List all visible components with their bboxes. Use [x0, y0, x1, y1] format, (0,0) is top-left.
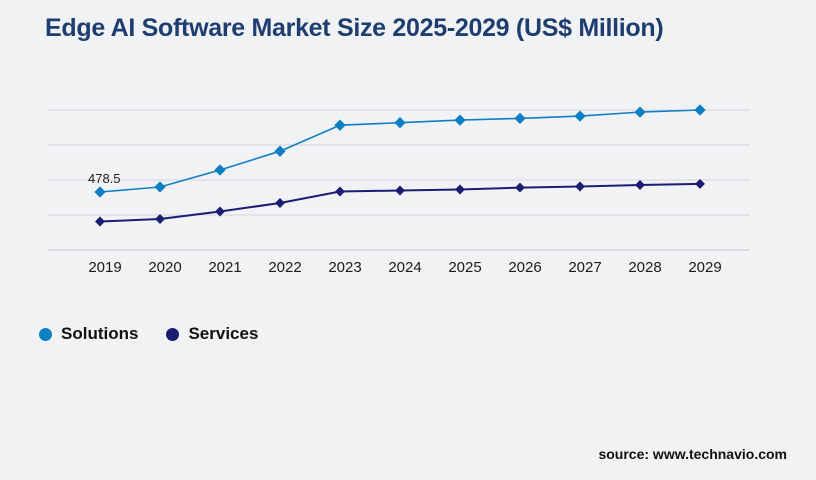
- data-label-solutions-2019: 478.5: [88, 171, 121, 186]
- data-point-solutions-2024: [394, 117, 406, 129]
- x-axis-label-2020: 2020: [148, 259, 181, 276]
- data-point-solutions-2025: [454, 114, 466, 126]
- data-point-solutions-2020: [154, 181, 166, 193]
- data-point-solutions-2028: [634, 106, 646, 118]
- data-point-solutions-2026: [514, 112, 526, 125]
- data-point-solutions-2029: [694, 104, 706, 116]
- data-point-services-2027: [575, 181, 585, 192]
- x-axis-label-2027: 2027: [568, 259, 601, 276]
- solutions-dot-icon: [39, 327, 52, 341]
- data-point-services-2029: [695, 178, 705, 189]
- x-axis-label-2025: 2025: [448, 259, 481, 276]
- data-point-services-2022: [275, 198, 285, 208]
- x-axis-label-2019: 2019: [88, 259, 121, 276]
- legend-label-services: Services: [188, 324, 259, 343]
- data-point-services-2024: [395, 185, 405, 196]
- data-point-services-2025: [455, 184, 465, 195]
- data-point-services-2028: [635, 180, 645, 190]
- x-axis-label-2024: 2024: [388, 259, 421, 276]
- x-axis-label-2023: 2023: [328, 259, 361, 276]
- data-point-services-2021: [215, 206, 225, 217]
- legend-label-solutions: Solutions: [61, 324, 139, 343]
- services-dot-icon: [166, 327, 180, 341]
- data-point-solutions-2022: [274, 145, 286, 157]
- data-point-solutions-2027: [574, 110, 586, 122]
- data-point-solutions-2021: [214, 164, 226, 176]
- data-point-services-2019: [95, 216, 105, 227]
- x-axis-label-2028: 2028: [628, 259, 661, 276]
- x-axis-label-2029: 2029: [688, 259, 721, 276]
- data-point-solutions-2023: [334, 119, 346, 131]
- legend-item-services: Services: [166, 324, 258, 344]
- x-axis-label-2022: 2022: [268, 259, 301, 276]
- data-point-solutions-2019: [94, 186, 106, 198]
- data-point-services-2023: [335, 186, 345, 197]
- source-attribution: source: www.technavio.com: [598, 446, 787, 462]
- x-axis-label-2026: 2026: [508, 259, 541, 276]
- data-point-services-2020: [155, 214, 165, 224]
- data-point-services-2026: [515, 182, 525, 193]
- chart-title: Edge AI Software Market Size 2025-2029 (…: [45, 14, 664, 42]
- chart-legend: Solutions Services: [39, 324, 258, 344]
- x-axis-label-2021: 2021: [208, 259, 241, 276]
- legend-item-solutions: Solutions: [39, 324, 138, 344]
